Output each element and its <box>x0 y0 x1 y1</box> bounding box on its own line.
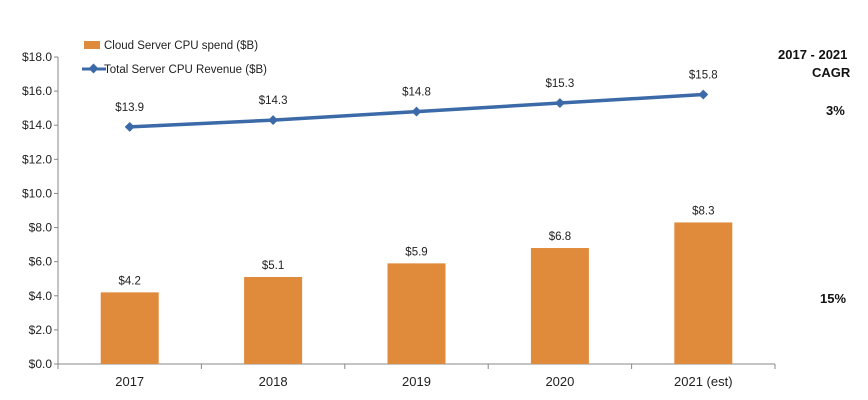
bar-series: $4.2 $5.1 $5.9 $6.8 $8.3 <box>100 205 733 364</box>
x-tick-label: 2021 (est) <box>674 374 733 389</box>
legend-label-line: Total Server CPU Revenue ($B) <box>104 64 267 76</box>
y-tick-label: $4.0 <box>29 289 53 303</box>
bar-data-label: $4.2 <box>119 275 141 287</box>
line-data-label: $14.8 <box>402 87 431 99</box>
y-tick-label: $16.0 <box>22 84 52 98</box>
y-tick-label: $0.0 <box>29 357 53 371</box>
bar-data-label: $8.3 <box>692 205 714 217</box>
y-tick-label: $14.0 <box>22 118 52 132</box>
x-tick-label: 2019 <box>402 374 431 389</box>
line-point <box>124 121 135 132</box>
line-data-label: $14.3 <box>259 95 288 107</box>
line-point <box>268 115 279 126</box>
bar-data-label: $5.9 <box>405 246 427 258</box>
cagr-title-label: CAGR <box>812 65 851 80</box>
cagr-panel: 2017 - 2021 CAGR 3% 15% <box>778 47 851 306</box>
legend-swatch-line-marker <box>88 63 99 74</box>
bar-data-label: $6.8 <box>549 231 571 243</box>
line-point <box>698 89 709 100</box>
y-tick-label: $18.0 <box>22 50 52 64</box>
line-series: $13.9 $14.3 $14.8 $15.3 $15.8 <box>115 70 718 132</box>
x-tick-label: 2018 <box>259 374 288 389</box>
x-axis: 2017 2018 2019 2020 2021 (est) <box>57 363 776 389</box>
legend: Cloud Server CPU spend ($B) Total Server… <box>82 40 267 76</box>
bar <box>387 263 446 364</box>
line-data-label: $13.9 <box>115 102 144 114</box>
y-tick-label: $6.0 <box>29 255 53 269</box>
line-point <box>411 106 422 117</box>
legend-swatch-bar <box>84 41 100 49</box>
y-axis: $0.0 $2.0 $4.0 $6.0 $8.0 $10.0 $12.0 $14.0 $16.0… <box>22 50 59 371</box>
bar <box>674 222 733 364</box>
x-tick-label: 2017 <box>115 374 144 389</box>
line-data-label: $15.8 <box>689 70 718 82</box>
legend-label-bar: Cloud Server CPU spend ($B) <box>104 40 258 52</box>
x-tick-label: 2020 <box>545 374 574 389</box>
line-data-label: $15.3 <box>546 78 575 90</box>
line-point <box>554 98 565 108</box>
bar <box>530 248 589 364</box>
y-tick-label: $10.0 <box>22 186 52 200</box>
y-tick-label: $2.0 <box>29 323 53 337</box>
cagr-bar-value: 15% <box>820 291 846 306</box>
cagr-title-years: 2017 - 2021 <box>778 47 847 62</box>
bar <box>244 277 303 364</box>
bar <box>100 292 159 364</box>
bar-data-label: $5.1 <box>262 260 284 272</box>
y-tick-label: $8.0 <box>29 221 53 235</box>
y-tick-label: $12.0 <box>22 152 52 166</box>
cagr-line-value: 3% <box>826 103 845 118</box>
